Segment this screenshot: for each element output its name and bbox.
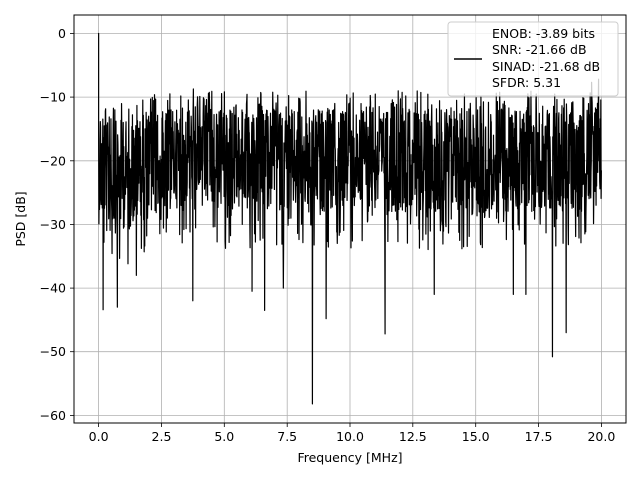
y-axis-label: PSD [dB] [13, 191, 28, 246]
legend-box [447, 21, 619, 97]
y-tick-label: −40 [40, 281, 66, 296]
x-axis-label: Frequency [MHz] [297, 450, 402, 465]
psd-series [98, 32, 602, 405]
y-axis-ticks: 0 −10 −20 −30 −40 −50 −60 [40, 26, 74, 423]
x-tick-label: 17.5 [525, 429, 553, 444]
x-tick-label: 12.5 [399, 429, 427, 444]
legend-entry-sfdr: SFDR: 5.31 [492, 75, 561, 90]
y-tick-label: 0 [58, 26, 66, 41]
x-tick-label: 0.0 [89, 429, 109, 444]
x-axis-ticks: 0.0 2.5 5.0 7.5 10.0 12.5 15.0 17.5 20.0 [89, 423, 615, 444]
y-tick-label: −10 [40, 90, 66, 105]
x-tick-label: 7.5 [277, 429, 297, 444]
y-tick-label: −50 [40, 344, 66, 359]
legend-entry-snr: SNR: -21.66 dB [492, 42, 587, 57]
legend: ENOB: -3.89 bits SNR: -21.66 dB SINAD: -… [447, 21, 619, 97]
legend-entry-enob: ENOB: -3.89 bits [492, 26, 595, 41]
y-tick-label: −30 [40, 217, 66, 232]
x-tick-label: 5.0 [214, 429, 234, 444]
x-tick-label: 15.0 [462, 429, 490, 444]
legend-entry-sinad: SINAD: -21.68 dB [492, 59, 600, 74]
x-tick-label: 2.5 [152, 429, 172, 444]
psd-trace [98, 32, 602, 405]
x-tick-label: 10.0 [336, 429, 364, 444]
y-tick-label: −20 [40, 153, 66, 168]
x-tick-label: 20.0 [587, 429, 615, 444]
y-tick-label: −60 [40, 408, 66, 423]
